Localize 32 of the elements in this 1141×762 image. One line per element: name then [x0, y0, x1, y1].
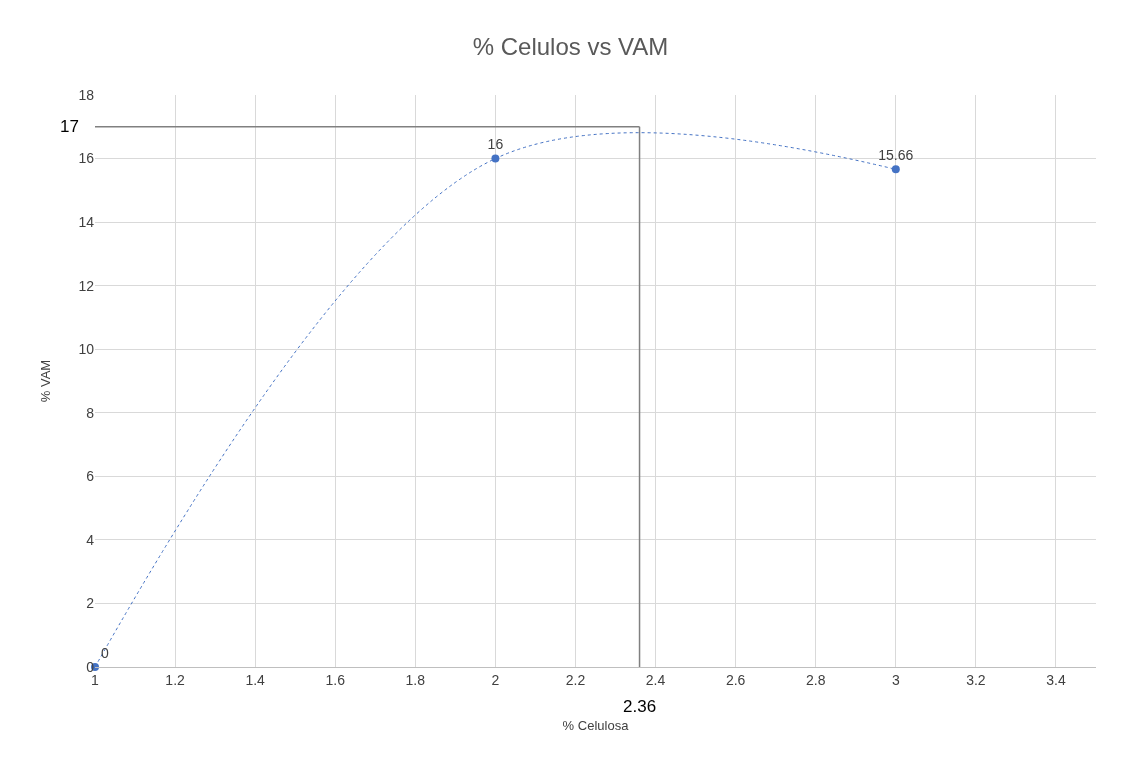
data-label: 0: [101, 644, 109, 661]
y-tick-label: 8: [86, 404, 95, 421]
y-tick-label: 16: [78, 150, 95, 167]
x-tick-label: 1: [91, 671, 100, 688]
y-tick-label: 10: [78, 341, 95, 358]
point: [491, 154, 500, 163]
x-tick-label: 2.4: [645, 671, 666, 688]
x-tick-label: 1.6: [325, 671, 346, 688]
ref-line-label: 17: [60, 117, 79, 136]
point: [891, 165, 900, 174]
y-tick-label: 18: [78, 86, 95, 103]
chart-title: % Celulos vs VAM: [472, 32, 669, 60]
x-tick-label: 1.4: [245, 671, 266, 688]
x-tick-label: 3.4: [1046, 671, 1066, 688]
x-tick-label: 3: [891, 671, 900, 688]
data-label: 15.66: [878, 146, 914, 163]
ref-line-label: 2.36: [623, 697, 657, 716]
x-axis-title: % Celulosa: [562, 718, 630, 734]
y-tick-label: 6: [86, 468, 95, 485]
x-tick-label: 3.2: [966, 671, 986, 688]
data-label: 16: [487, 136, 504, 153]
y-tick-label: 4: [86, 531, 95, 548]
x-tick-label: 2.8: [805, 671, 826, 688]
y-tick-label: 2: [86, 595, 95, 612]
y-tick-label: 14: [78, 214, 95, 231]
x-tick-label: 1.8: [405, 671, 426, 688]
x-tick-label: 2: [491, 671, 500, 688]
x-tick-label: 2.2: [565, 671, 586, 688]
y-tick-label: 12: [78, 277, 95, 294]
x-tick-label: 1.2: [165, 671, 186, 688]
x-tick-label: 2.6: [725, 671, 746, 688]
y-axis-title: % VAM: [38, 359, 54, 403]
